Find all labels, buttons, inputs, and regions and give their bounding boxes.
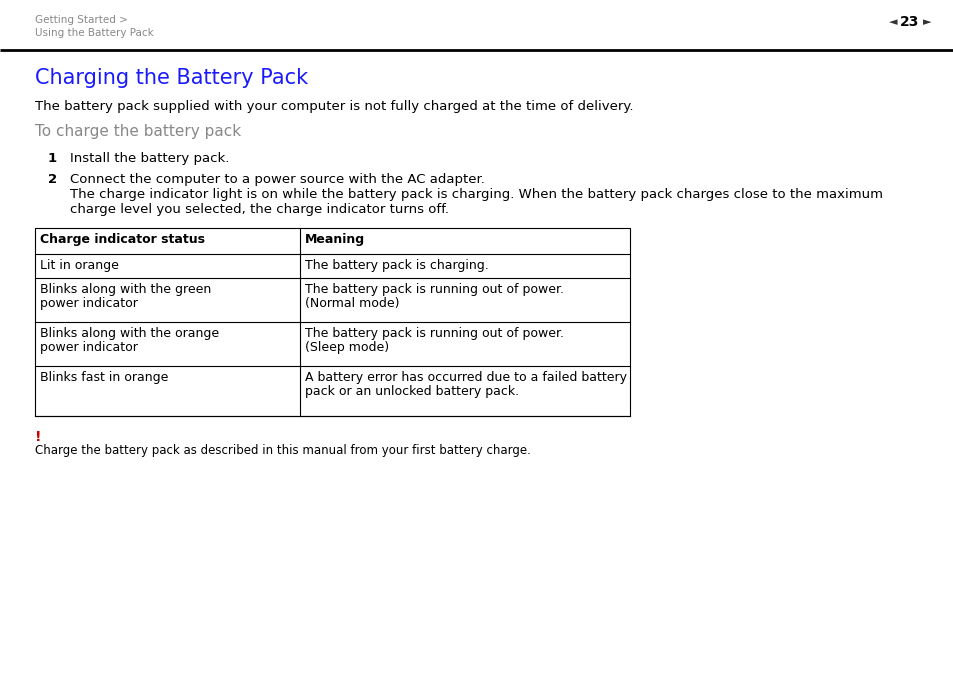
Text: To charge the battery pack: To charge the battery pack [35,124,241,139]
Text: The battery pack supplied with your computer is not fully charged at the time of: The battery pack supplied with your comp… [35,100,633,113]
Text: !: ! [35,430,42,444]
Text: Blinks along with the orange: Blinks along with the orange [40,327,219,340]
Text: The battery pack is running out of power.: The battery pack is running out of power… [305,327,563,340]
Text: ◄: ◄ [888,17,897,27]
Text: power indicator: power indicator [40,297,138,310]
Text: The charge indicator light is on while the battery pack is charging. When the ba: The charge indicator light is on while t… [70,188,882,201]
Text: ►: ► [922,17,930,27]
Text: Lit in orange: Lit in orange [40,259,119,272]
Text: 23: 23 [900,15,919,29]
Text: Charge indicator status: Charge indicator status [40,233,205,246]
Text: Install the battery pack.: Install the battery pack. [70,152,229,165]
Text: A battery error has occurred due to a failed battery: A battery error has occurred due to a fa… [305,371,626,384]
Text: Getting Started >: Getting Started > [35,15,128,25]
Text: Using the Battery Pack: Using the Battery Pack [35,28,153,38]
Text: Blinks fast in orange: Blinks fast in orange [40,371,168,384]
Text: Charging the Battery Pack: Charging the Battery Pack [35,68,308,88]
Text: (Normal mode): (Normal mode) [305,297,399,310]
Text: Charge the battery pack as described in this manual from your first battery char: Charge the battery pack as described in … [35,444,530,457]
Text: power indicator: power indicator [40,341,138,354]
Text: Connect the computer to a power source with the AC adapter.: Connect the computer to a power source w… [70,173,484,186]
Bar [35,228,629,416]
Text: 2: 2 [48,173,57,186]
Text: The battery pack is running out of power.: The battery pack is running out of power… [305,283,563,296]
Text: charge level you selected, the charge indicator turns off.: charge level you selected, the charge in… [70,203,449,216]
Text: Blinks along with the green: Blinks along with the green [40,283,211,296]
Text: 1: 1 [48,152,57,165]
Text: pack or an unlocked battery pack.: pack or an unlocked battery pack. [305,385,518,398]
Text: The battery pack is charging.: The battery pack is charging. [305,259,488,272]
Text: Meaning: Meaning [305,233,365,246]
Text: (Sleep mode): (Sleep mode) [305,341,389,354]
